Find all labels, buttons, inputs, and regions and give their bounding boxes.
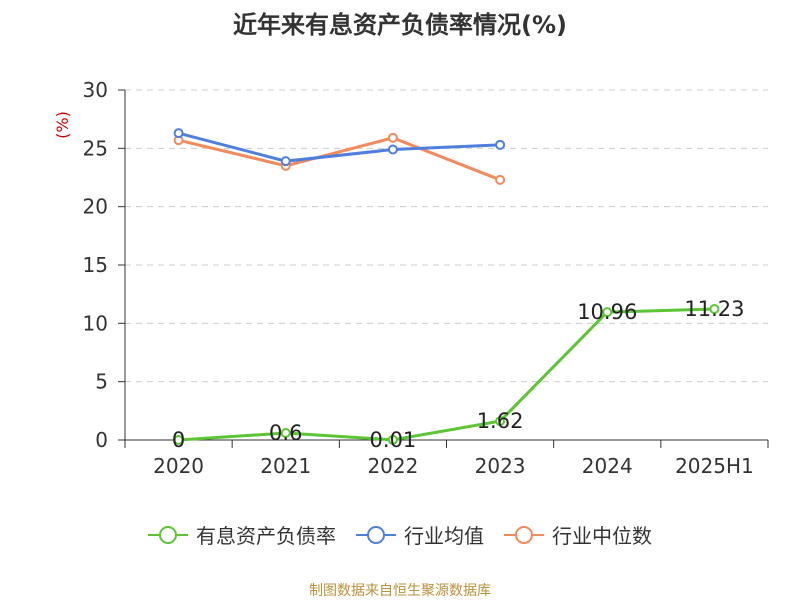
data-label: 1.62 xyxy=(477,409,524,433)
series-line-0 xyxy=(178,307,715,442)
x-tick-label: 2021 xyxy=(260,454,311,478)
data-label: 10.96 xyxy=(577,300,637,324)
legend-marker-blue xyxy=(356,525,396,544)
x-tick-label: 2024 xyxy=(582,454,633,478)
data-label: 0 xyxy=(172,428,185,452)
data-point xyxy=(602,307,613,318)
series-line-2 xyxy=(178,136,501,182)
legend-label: 行业中位数 xyxy=(552,524,652,548)
data-label: 0.01 xyxy=(370,428,417,452)
legend-label: 有息资产负债率 xyxy=(196,524,336,548)
data-point xyxy=(280,156,291,167)
data-label: 0.6 xyxy=(269,421,302,445)
line-chart: 0 5 10 15 20 25 30 (%) 2020 2021 2022 2023 2024 2025H… xyxy=(53,78,769,478)
data-point xyxy=(387,132,398,143)
data-point xyxy=(173,128,184,139)
data-point xyxy=(495,139,506,150)
y-axis-label: (%) xyxy=(53,111,72,139)
data-label: 11.23 xyxy=(684,297,744,321)
x-tick-label: 2022 xyxy=(367,454,418,478)
y-tick-label: 15 xyxy=(83,253,108,277)
series-line-1 xyxy=(178,131,501,163)
data-point xyxy=(173,435,184,445)
y-tick-label: 10 xyxy=(83,311,108,335)
legend-label: 行业均值 xyxy=(404,524,484,548)
legend-marker-green xyxy=(148,525,188,544)
data-point xyxy=(709,303,720,314)
y-tick-label: 20 xyxy=(83,195,108,219)
source-note: 制图数据来自恒生聚源数据库 xyxy=(309,583,491,599)
legend-item-interest-debt-ratio[interactable]: 有息资产负债率 xyxy=(148,520,336,549)
data-point xyxy=(387,144,398,155)
y-tick-label: 25 xyxy=(83,136,108,160)
x-tick-label: 2025H1 xyxy=(675,454,754,478)
x-tick-label: 2020 xyxy=(153,454,204,478)
data-labels: 0 0.6 0.01 1.62 10.96 11.23 xyxy=(172,297,745,452)
y-tick-label: 30 xyxy=(83,78,108,102)
data-point xyxy=(495,416,506,427)
data-point xyxy=(387,434,398,445)
series-lines xyxy=(173,128,720,445)
legend-marker-orange xyxy=(504,525,544,544)
chart-title: 近年来有息资产负债率情况(%) xyxy=(233,11,567,39)
legend: 有息资产负债率 行业均值 行业中位数 xyxy=(0,520,800,549)
y-tick-label: 5 xyxy=(95,370,108,394)
legend-item-industry-mean[interactable]: 行业均值 xyxy=(356,520,484,549)
axes: 0 5 10 15 20 25 30 (%) 2020 2021 2022 2023 2024 2025H… xyxy=(53,78,769,478)
x-tick-label: 2023 xyxy=(475,454,526,478)
data-point xyxy=(280,428,291,438)
data-point xyxy=(495,174,506,185)
legend-item-industry-median[interactable]: 行业中位数 xyxy=(504,520,652,549)
y-tick-label: 0 xyxy=(95,428,108,452)
grid-lines xyxy=(125,89,768,383)
